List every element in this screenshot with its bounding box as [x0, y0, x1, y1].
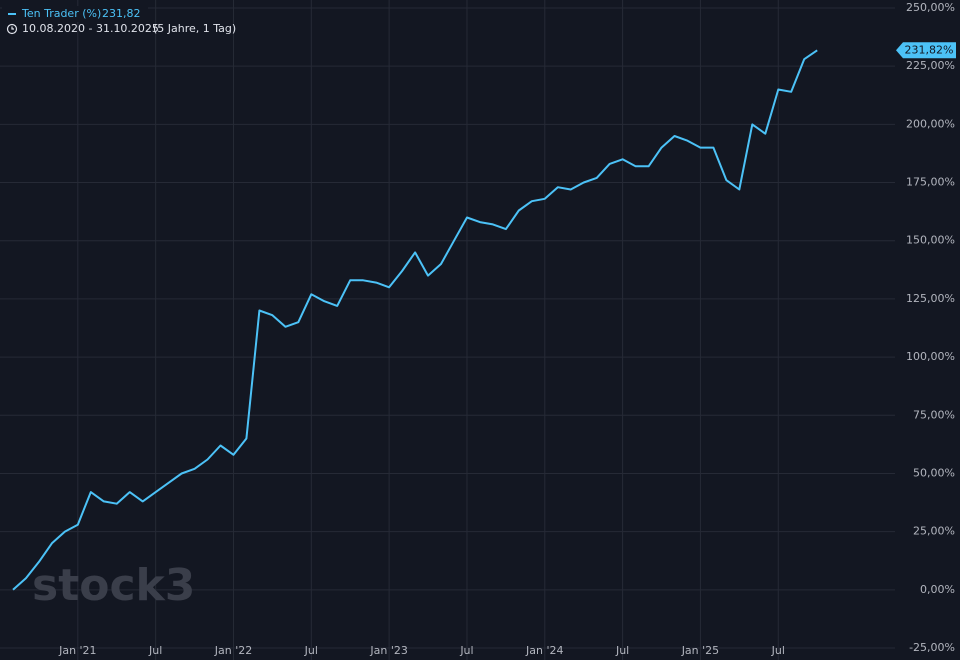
y-tick-label: 225,00%	[906, 59, 955, 72]
x-tick-label: Jul	[459, 644, 473, 657]
x-tick-label: Jul	[148, 644, 162, 657]
y-tick-label: 150,00%	[906, 234, 955, 247]
clock-icon	[6, 23, 18, 35]
x-tick-label: Jan '22	[214, 644, 252, 657]
x-tick-label: Jan '25	[681, 644, 719, 657]
x-tick-label: Jan '24	[525, 644, 563, 657]
legend-name: Ten Trader (%)	[21, 7, 101, 20]
y-tick-label: 125,00%	[906, 292, 955, 305]
period: (5 Jahre, 1 Tag)	[153, 22, 236, 35]
x-tick-label: Jan '23	[369, 644, 407, 657]
legend-value: 231,82	[102, 7, 141, 20]
y-tick-label: 25,00%	[913, 525, 955, 538]
series-line	[12, 49, 818, 591]
y-tick-label: 0,00%	[920, 583, 955, 596]
date-range: 10.08.2020 - 31.10.2025	[22, 22, 159, 35]
y-tick-label: -25,00%	[909, 641, 955, 654]
x-tick-label: Jan '21	[58, 644, 96, 657]
last-value-label: 231,82%	[905, 43, 954, 56]
last-value-badge	[896, 42, 956, 59]
x-tick-label: Jul	[615, 644, 629, 657]
y-tick-label: 200,00%	[906, 117, 955, 130]
legend-swatch	[8, 13, 16, 15]
y-tick-label: 175,00%	[906, 176, 955, 189]
legend-bg	[2, 6, 148, 22]
y-tick-label: 75,00%	[913, 408, 955, 421]
watermark: stock3	[32, 560, 195, 611]
x-tick-label: Jul	[771, 644, 785, 657]
clock-hands	[11, 26, 14, 30]
y-tick-label: 100,00%	[906, 350, 955, 363]
y-tick-label: 250,00%	[906, 1, 955, 14]
plot	[12, 49, 818, 591]
grid	[0, 0, 895, 660]
y-tick-label: 50,00%	[913, 466, 955, 479]
x-tick-label: Jul	[304, 644, 318, 657]
